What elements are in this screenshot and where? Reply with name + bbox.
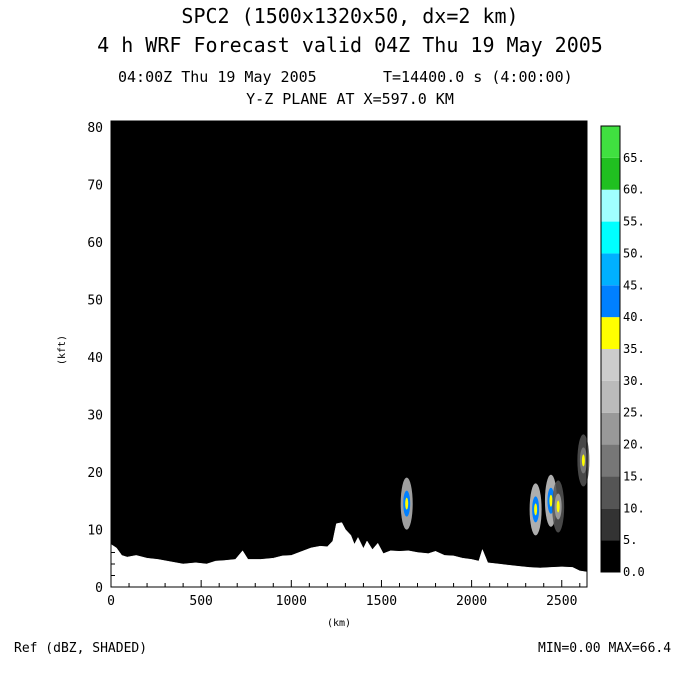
y-tick-label: 20 — [87, 466, 103, 481]
colorbar-swatch — [601, 317, 620, 349]
x-tick-label: 1000 — [276, 594, 307, 609]
model-time: T=14400.0 s (4:00:00) — [383, 68, 573, 86]
colorbar-label: 5. — [623, 533, 637, 547]
colorbar-swatch — [601, 444, 620, 477]
colorbar-frame — [600, 125, 621, 573]
colorbar-label: 0.0 — [623, 565, 645, 579]
y-axis: 0 10 20 30 40 50 60 70 80 (kft) — [57, 121, 118, 596]
colorbar-swatch — [601, 380, 620, 413]
echo-inner — [405, 497, 409, 510]
y-tick-label: 80 — [87, 121, 103, 136]
colorbar-label: 55. — [623, 215, 645, 229]
y-tick-label: 10 — [87, 523, 103, 538]
colorbar-label: 40. — [623, 310, 645, 324]
x-axis-label: (km) — [327, 618, 351, 629]
colorbar-swatch — [601, 476, 620, 509]
x-tick-label: 2500 — [546, 594, 577, 609]
plot-area — [110, 120, 590, 588]
x-tick-label: 0 — [107, 594, 115, 609]
echo-1 — [529, 483, 542, 536]
echo-inner — [556, 500, 560, 513]
y-tick-label: 60 — [87, 236, 103, 251]
colorbar-swatch — [601, 157, 620, 190]
colorbar-label: 65. — [623, 151, 645, 165]
y-tick-label: 30 — [87, 408, 103, 423]
x-tick-label: 500 — [189, 594, 212, 609]
y-axis-label: (kft) — [57, 335, 68, 365]
plot-frame — [110, 120, 588, 588]
plane-label: Y-Z PLANE AT X=597.0 KM — [246, 90, 454, 108]
y-tick-label: 0 — [95, 581, 103, 596]
echo-inner — [549, 494, 553, 507]
echo-inner — [581, 454, 585, 467]
colorbar-label: 30. — [623, 374, 645, 388]
field-label: Ref (dBZ, SHADED) — [14, 641, 148, 656]
colorbar-swatch — [601, 285, 620, 318]
y-tick-label: 70 — [87, 178, 103, 193]
echo-4 — [577, 434, 590, 487]
y-tick-label: 50 — [87, 293, 103, 308]
min-max-label: MIN=0.00 MAX=66.4 — [538, 641, 672, 656]
colorbar-swatch — [601, 253, 620, 286]
echo-0 — [400, 477, 413, 530]
colorbar-label: 60. — [623, 183, 645, 197]
y-tick-label: 40 — [87, 351, 103, 366]
colorbar-swatch — [601, 508, 620, 541]
plot-background — [111, 121, 587, 587]
colorbar-label: 25. — [623, 406, 645, 420]
colorbar-label: 15. — [623, 469, 645, 483]
valid-time: 04:00Z Thu 19 May 2005 — [118, 68, 317, 86]
terrain — [110, 522, 588, 588]
colorbar-label: 45. — [623, 278, 645, 292]
colorbar-label: 20. — [623, 438, 645, 452]
colorbar-label: 35. — [623, 342, 645, 356]
title-line1: SPC2 (1500x1320x50, dx=2 km) — [181, 4, 519, 28]
title-line2: 4 h WRF Forecast valid 04Z Thu 19 May 20… — [97, 33, 603, 57]
colorbar-swatch — [601, 126, 620, 158]
colorbar: 0.0 5. 10. 15. 20. 25. 30. 35. 40. 45. 50. 55. 60. 65… — [600, 125, 645, 579]
colorbar-swatch — [601, 412, 620, 445]
colorbar-swatch — [601, 189, 620, 222]
colorbar-label: 10. — [623, 501, 645, 515]
echo-3 — [552, 480, 565, 533]
x-tick-label: 1500 — [366, 594, 397, 609]
colorbar-label: 50. — [623, 246, 645, 260]
x-tick-label: 2000 — [456, 594, 487, 609]
x-axis: 0 500 1000 1500 2000 2500 (km) — [107, 580, 581, 629]
colorbar-swatch — [601, 221, 620, 254]
echo-inner — [534, 503, 538, 516]
colorbar-swatch — [601, 540, 620, 572]
colorbar-swatch — [601, 349, 620, 381]
